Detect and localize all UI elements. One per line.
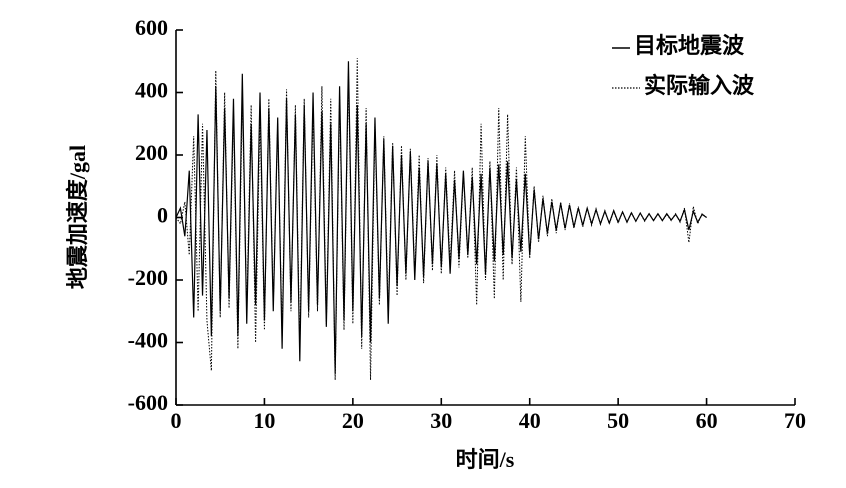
x-tick-label: 40: [519, 408, 541, 433]
x-tick-label: 60: [696, 408, 718, 433]
x-tick-label: 30: [430, 408, 452, 433]
data-line: [175, 58, 707, 381]
x-tick-label: 50: [607, 408, 629, 433]
y-tick-label: -200: [128, 265, 168, 290]
y-axis-label: 地震加速度/gal: [65, 145, 90, 289]
x-tick-label: 0: [171, 408, 182, 433]
x-tick-label: 10: [253, 408, 275, 433]
x-tick-label: 20: [342, 408, 364, 433]
y-tick-label: -400: [128, 328, 168, 353]
y-tick-label: -600: [128, 390, 168, 415]
legend-label: 目标地震波: [634, 33, 745, 58]
y-tick-label: 600: [135, 15, 168, 40]
y-tick-label: 200: [135, 140, 168, 165]
x-tick-label: 70: [784, 408, 806, 433]
x-axis-label: 时间/s: [456, 447, 515, 472]
y-tick-label: 400: [135, 78, 168, 103]
y-tick-label: 0: [157, 203, 168, 228]
legend-label: 实际输入波: [644, 73, 755, 98]
